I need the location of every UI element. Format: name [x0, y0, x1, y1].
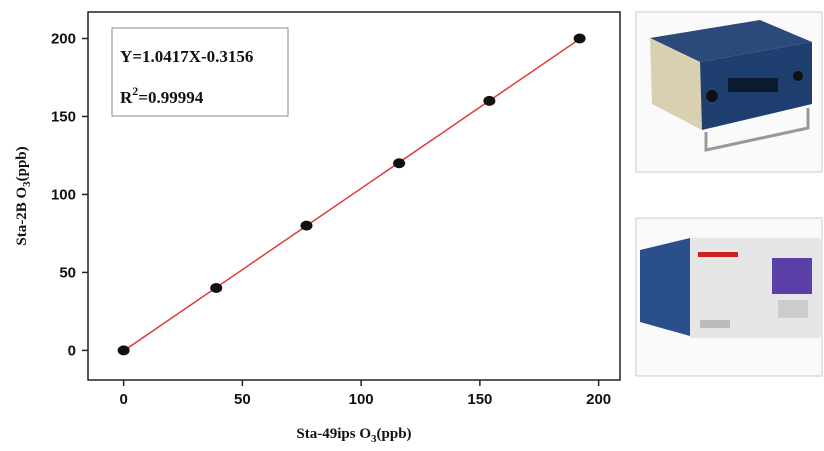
y-label-text: Sta-2B O	[14, 187, 30, 246]
plot-frame	[87, 11, 621, 381]
x-label-sub: 3	[371, 433, 377, 445]
equation: Y=1.0417X-0.3156	[120, 47, 253, 66]
x-tick-label: 200	[586, 391, 611, 408]
x-tick-label: 150	[467, 391, 492, 408]
x-tick-label: 100	[349, 391, 374, 408]
photo-ozone-monitor	[635, 11, 823, 173]
x-tick-label: 50	[234, 391, 251, 408]
photo-rack-analyzer	[635, 217, 823, 377]
x-tick-label: 0	[119, 391, 127, 408]
data-point	[300, 220, 313, 231]
data-point	[117, 345, 130, 356]
r-squared: R2=0.99994	[120, 84, 204, 107]
y-tick-label: 100	[51, 186, 76, 203]
annotation-box	[111, 27, 289, 117]
y-label-suffix: (ppb)	[14, 146, 30, 181]
y-tick-label: 50	[59, 264, 76, 281]
y-label-sub: 3	[21, 181, 33, 187]
y-axis-label: Sta-2B O3(ppb)	[14, 146, 33, 245]
y-tick-label: 200	[51, 31, 76, 48]
data-point	[210, 283, 223, 293]
r-squared-symbol: R	[120, 88, 133, 107]
y-tick-label: 0	[68, 342, 76, 359]
x-label-suffix: (ppb)	[377, 426, 412, 442]
data-point	[483, 95, 496, 106]
data-point	[573, 33, 586, 44]
x-axis-label: Sta-49ips O3(ppb)	[296, 426, 411, 445]
r-squared-sup: 2	[132, 84, 138, 98]
fit-line	[123, 38, 581, 352]
x-label-text: Sta-49ips O	[296, 426, 371, 442]
data-point	[393, 158, 406, 169]
y-tick-label: 150	[51, 108, 76, 125]
r-squared-value: =0.99994	[138, 88, 203, 107]
